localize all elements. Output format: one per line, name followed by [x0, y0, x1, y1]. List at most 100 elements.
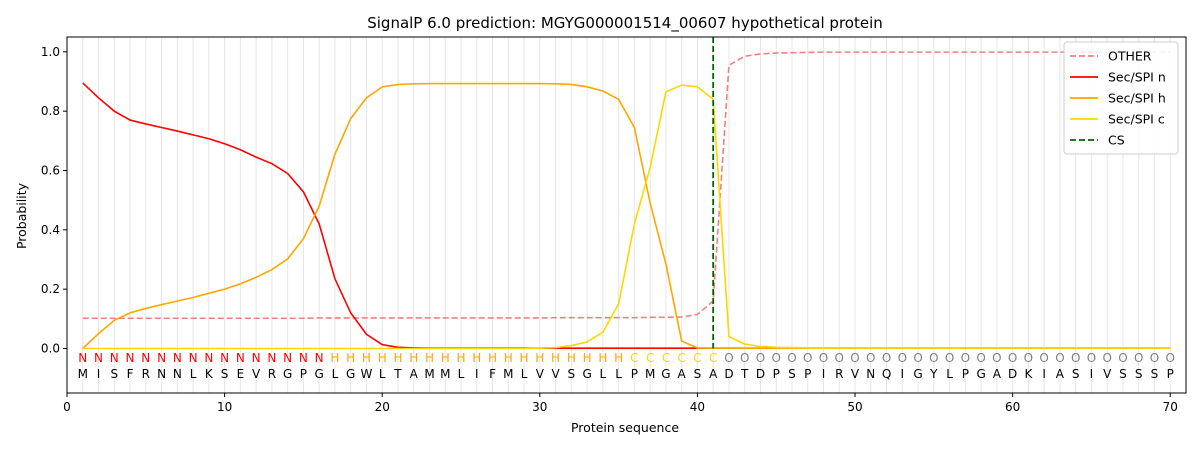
region-label: C — [677, 351, 685, 365]
residue-label: G — [913, 367, 922, 381]
residue-label: F — [489, 367, 496, 381]
y-tick-label: 1.0 — [41, 45, 60, 59]
residue-label: W — [361, 367, 373, 381]
residue-label: L — [190, 367, 197, 381]
region-label: N — [315, 351, 324, 365]
residue-label: T — [393, 367, 402, 381]
region-label: N — [252, 351, 261, 365]
residue-label: K — [205, 367, 214, 381]
residue-label: L — [600, 367, 607, 381]
region-label: H — [409, 351, 418, 365]
legend-label: Sec/SPI c — [1108, 112, 1165, 127]
residue-label: M — [78, 367, 88, 381]
region-label: O — [1008, 351, 1017, 365]
residue-label: P — [300, 367, 307, 381]
residue-label: P — [804, 367, 811, 381]
region-label: H — [504, 351, 513, 365]
region-label: O — [1087, 351, 1096, 365]
y-tick-label: 0.0 — [41, 342, 60, 356]
residue-label: K — [1024, 367, 1033, 381]
region-label: N — [204, 351, 213, 365]
region-label: O — [1150, 351, 1159, 365]
residue-label: G — [582, 367, 591, 381]
legend-label: OTHER — [1108, 49, 1152, 64]
region-label: H — [535, 351, 544, 365]
y-axis-label: Probability — [14, 182, 29, 249]
legend-box — [1063, 41, 1179, 155]
residue-label: L — [332, 367, 339, 381]
region-label: C — [646, 351, 654, 365]
y-tick-label: 0.4 — [41, 223, 60, 237]
region-label: O — [945, 351, 954, 365]
x-tick-label: 10 — [217, 400, 232, 414]
region-label: O — [850, 351, 859, 365]
region-label: N — [78, 351, 87, 365]
region-label: O — [1039, 351, 1048, 365]
series-line-sec-spi-h — [82, 82, 1171, 350]
region-label: N — [94, 351, 103, 365]
axes: 0 10 20 30 40 50 60 70 0.0 0.2 0.4 0.6 0.8 1.0 — [41, 36, 1187, 414]
x-tick-label: 40 — [690, 400, 705, 414]
residue-label: R — [268, 367, 276, 381]
region-label: H — [614, 351, 623, 365]
region-label: C — [693, 351, 701, 365]
region-label: N — [157, 351, 166, 365]
legend-label: Sec/SPI h — [1108, 91, 1166, 106]
region-label: O — [1055, 351, 1064, 365]
residue-label: Y — [929, 367, 938, 381]
region-label: N — [173, 351, 182, 365]
region-label: H — [567, 351, 576, 365]
region-label: O — [961, 351, 970, 365]
region-label: N — [236, 351, 245, 365]
legend-label: CS — [1108, 133, 1125, 148]
residue-label: S — [788, 367, 796, 381]
residue-label: L — [458, 367, 465, 381]
residue-label: M — [503, 367, 513, 381]
residue-label: Q — [882, 367, 891, 381]
residue-label: N — [173, 367, 182, 381]
x-tick-label: 0 — [63, 400, 71, 414]
residue-label: S — [110, 367, 118, 381]
region-label: O — [866, 351, 875, 365]
residue-label: A — [709, 367, 718, 381]
y-tick-label: 0.2 — [41, 282, 60, 296]
residue-label: S — [694, 367, 702, 381]
legend: OTHER Sec/SPI n Sec/SPI h Sec/SPI c CS — [1063, 41, 1179, 155]
region-label: O — [787, 351, 796, 365]
region-label: H — [598, 351, 607, 365]
residue-label: R — [835, 367, 843, 381]
residue-label: V — [1103, 367, 1112, 381]
region-label: O — [1118, 351, 1127, 365]
region-label: H — [393, 351, 402, 365]
region-label: O — [1102, 351, 1111, 365]
series-line-other — [82, 51, 1171, 320]
region-label: O — [1071, 351, 1080, 365]
region-label: O — [835, 351, 844, 365]
y-tick-label: 0.6 — [41, 164, 60, 178]
region-label: N — [126, 351, 135, 365]
residue-label: M — [440, 367, 450, 381]
region-label: O — [771, 351, 780, 365]
residue-label: A — [993, 367, 1002, 381]
region-label: O — [740, 351, 749, 365]
residue-label: M — [645, 367, 655, 381]
region-label: H — [330, 351, 339, 365]
residue-label: N — [866, 367, 875, 381]
region-label: O — [976, 351, 985, 365]
grid-lines — [82, 37, 1171, 393]
residue-label: G — [346, 367, 355, 381]
residue-label: I — [1090, 367, 1094, 381]
residue-label: S — [1072, 367, 1080, 381]
region-label: O — [724, 351, 733, 365]
residue-label: S — [568, 367, 576, 381]
region-label: H — [488, 351, 497, 365]
x-tick-label: 70 — [1163, 400, 1178, 414]
residue-label: I — [1042, 367, 1046, 381]
residue-label: S — [221, 367, 229, 381]
residue-label: P — [773, 367, 780, 381]
region-label: O — [992, 351, 1001, 365]
residue-label: V — [536, 367, 545, 381]
residue-label: I — [97, 367, 101, 381]
residue-label: A — [1056, 367, 1065, 381]
